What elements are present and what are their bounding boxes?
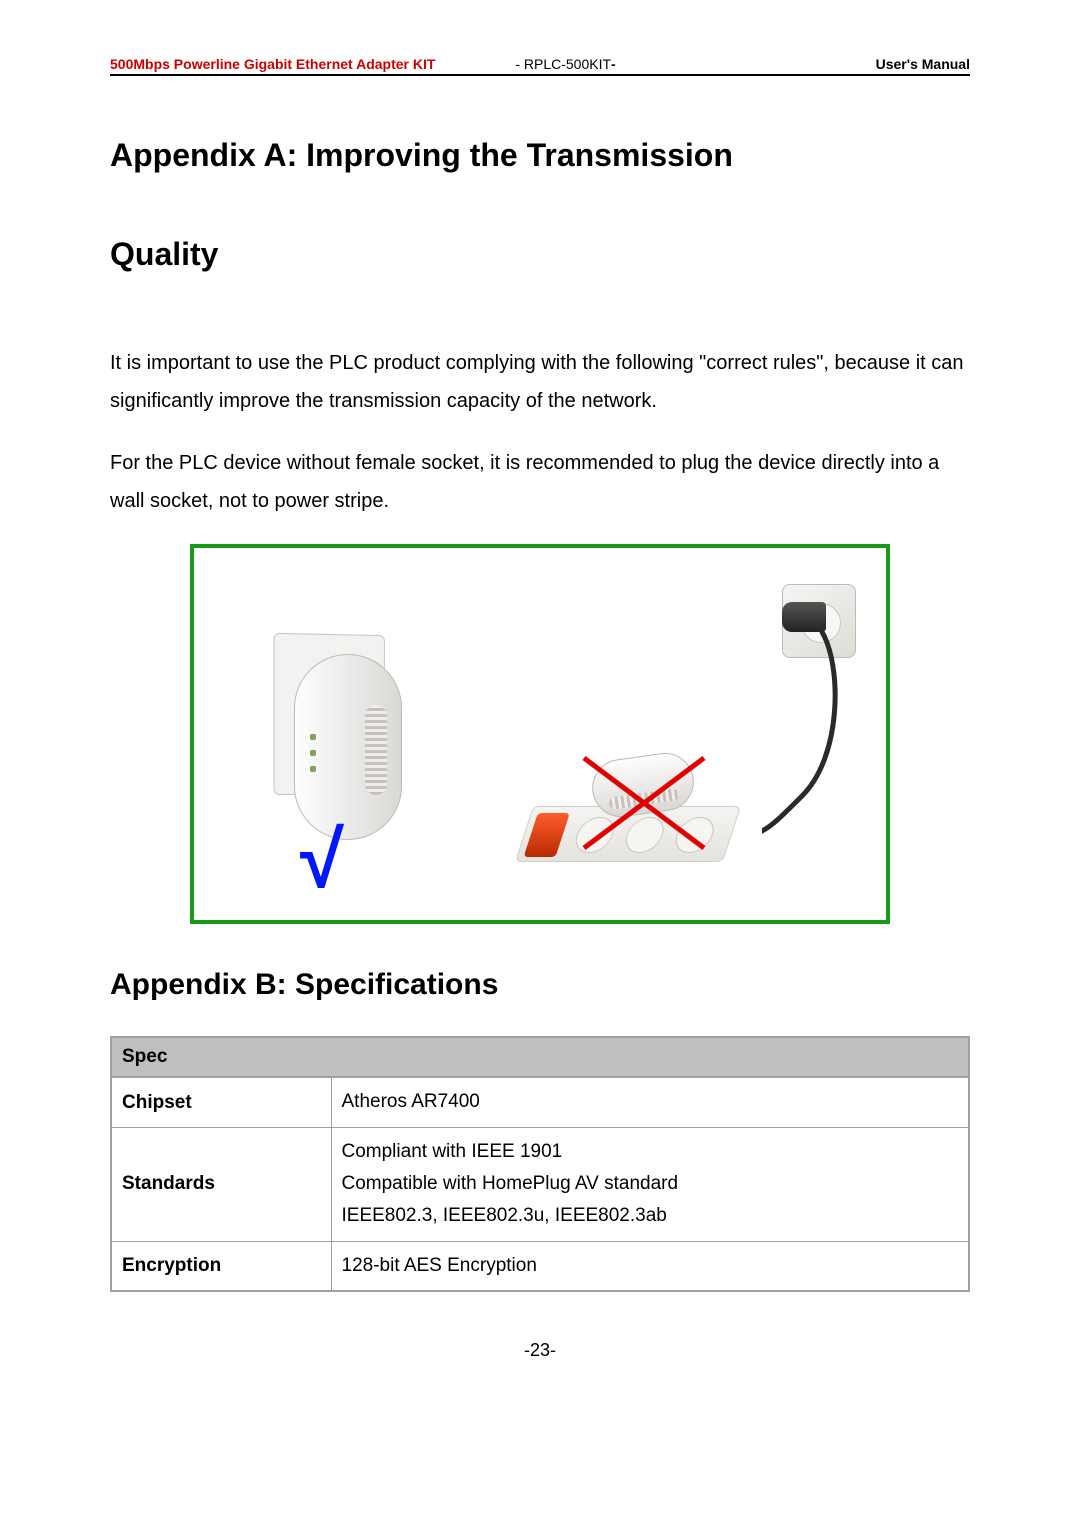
usage-diagram: √ (190, 544, 890, 924)
strip-switch-illustration (524, 813, 570, 857)
table-row: Encryption 128-bit AES Encryption (111, 1241, 969, 1291)
manual-page: 500Mbps Powerline Gigabit Ethernet Adapt… (0, 0, 1080, 1401)
appendix-a-para1: It is important to use the PLC product c… (110, 344, 970, 420)
spec-label: Encryption (111, 1241, 331, 1291)
spec-value: 128-bit AES Encryption (331, 1241, 969, 1291)
table-row: Standards Compliant with IEEE 1901Compat… (111, 1127, 969, 1241)
spec-label: Standards (111, 1127, 331, 1241)
strip-outlet-illustration (621, 817, 669, 853)
spec-label: Chipset (111, 1077, 331, 1127)
check-icon: √ (300, 820, 344, 900)
header-manual-label: User's Manual (876, 56, 970, 72)
cable-illustration (762, 626, 852, 836)
table-row: Chipset Atheros AR7400 (111, 1077, 969, 1127)
strip-outlet-illustration (571, 817, 619, 853)
appendix-a-title: Appendix A: Improving the Transmission Q… (110, 130, 970, 280)
table-row: Spec (111, 1037, 969, 1077)
spec-table: Spec Chipset Atheros AR7400 Standards Co… (110, 1036, 970, 1291)
header-product-name: 500Mbps Powerline Gigabit Ethernet Adapt… (110, 56, 435, 72)
adapter-leds-illustration (310, 734, 316, 772)
appendix-b-title: Appendix B: Specifications (110, 968, 970, 1002)
page-header: 500Mbps Powerline Gigabit Ethernet Adapt… (110, 56, 970, 76)
spec-header-cell: Spec (111, 1037, 969, 1077)
spec-value: Atheros AR7400 (331, 1077, 969, 1127)
spec-value: Compliant with IEEE 1901Compatible with … (331, 1127, 969, 1241)
strip-outlet-illustration (671, 817, 719, 853)
appendix-a-para2: For the PLC device without female socket… (110, 444, 970, 520)
page-number: -23- (110, 1340, 970, 1361)
header-model: - RPLC-500KIT- (515, 56, 615, 72)
